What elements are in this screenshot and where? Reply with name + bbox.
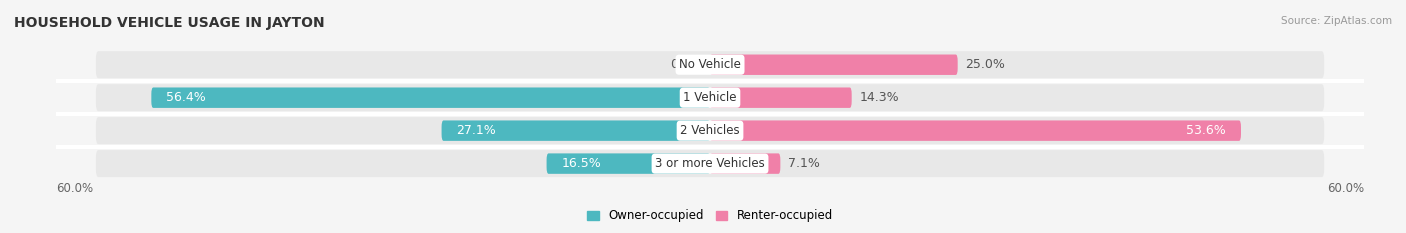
FancyBboxPatch shape (710, 153, 780, 174)
Text: 2 Vehicles: 2 Vehicles (681, 124, 740, 137)
FancyBboxPatch shape (547, 153, 710, 174)
Text: 56.4%: 56.4% (166, 91, 205, 104)
FancyBboxPatch shape (152, 87, 710, 108)
Text: Source: ZipAtlas.com: Source: ZipAtlas.com (1281, 16, 1392, 26)
Text: 7.1%: 7.1% (789, 157, 820, 170)
Text: 0.0%: 0.0% (671, 58, 702, 71)
FancyBboxPatch shape (710, 55, 957, 75)
Text: No Vehicle: No Vehicle (679, 58, 741, 71)
Text: 60.0%: 60.0% (1327, 182, 1364, 195)
Text: 53.6%: 53.6% (1187, 124, 1226, 137)
Text: 14.3%: 14.3% (859, 91, 900, 104)
Text: HOUSEHOLD VEHICLE USAGE IN JAYTON: HOUSEHOLD VEHICLE USAGE IN JAYTON (14, 16, 325, 30)
Text: 3 or more Vehicles: 3 or more Vehicles (655, 157, 765, 170)
FancyBboxPatch shape (96, 150, 1324, 177)
Text: 27.1%: 27.1% (457, 124, 496, 137)
Legend: Owner-occupied, Renter-occupied: Owner-occupied, Renter-occupied (582, 205, 838, 227)
Text: 16.5%: 16.5% (561, 157, 602, 170)
FancyBboxPatch shape (96, 117, 1324, 144)
FancyBboxPatch shape (710, 87, 852, 108)
FancyBboxPatch shape (96, 51, 1324, 78)
FancyBboxPatch shape (441, 120, 710, 141)
FancyBboxPatch shape (710, 120, 1241, 141)
Text: 60.0%: 60.0% (56, 182, 93, 195)
Text: 1 Vehicle: 1 Vehicle (683, 91, 737, 104)
FancyBboxPatch shape (96, 84, 1324, 111)
Text: 25.0%: 25.0% (966, 58, 1005, 71)
